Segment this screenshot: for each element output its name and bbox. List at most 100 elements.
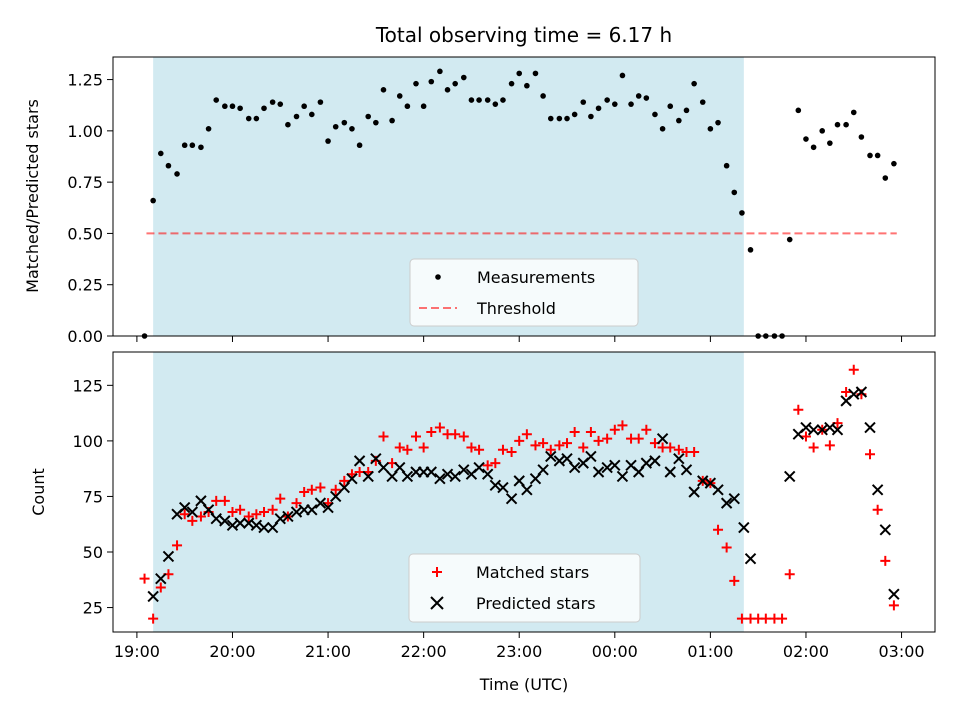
matched-star-point [339, 475, 350, 486]
measurement-point [723, 162, 730, 169]
matched-star-point [211, 495, 222, 506]
predicted-star-point [521, 484, 533, 496]
predicted-star-point [346, 472, 358, 485]
measurement-point [492, 101, 499, 107]
y-tick-label: 0.25 [67, 276, 103, 295]
count-panel-frame [112, 351, 936, 633]
predicted-star-point [728, 492, 740, 505]
measurement-point [269, 99, 276, 105]
y-tick-label: 0.75 [67, 173, 103, 192]
matched-star-point [609, 424, 620, 435]
matched-star-point [578, 442, 589, 453]
predicted-star-point [425, 466, 437, 478]
predicted-star-point [377, 461, 390, 474]
ratio-panel: 0.00 0.25 0.50 0.75 1.00 1.25 Matched/Predict… [23, 56, 936, 346]
matched-star-point [760, 613, 771, 624]
matched-star-point [729, 575, 740, 586]
measurement-point [452, 80, 458, 87]
measurement-point [524, 82, 530, 89]
matched-star-point [521, 429, 532, 440]
measurement-point [198, 144, 204, 151]
predicted-star-point [664, 466, 676, 478]
count-y-axis-label: Count [29, 468, 48, 516]
matched-star-point [633, 433, 644, 444]
measurement-point [556, 115, 563, 122]
measurement-point [165, 162, 172, 169]
predicted-star-point [609, 459, 621, 472]
predicted-star-point [178, 501, 191, 514]
measurement-point [803, 136, 809, 142]
measurement-point [380, 87, 387, 93]
x-axis-label: Time (UTC) [479, 675, 568, 694]
predicted-star-point [673, 452, 685, 465]
matched-star-point [713, 524, 724, 535]
measurement-point [293, 113, 300, 120]
measurement-point [595, 105, 602, 112]
predicted-star-point [879, 524, 892, 536]
predicted-star-point [592, 466, 605, 478]
ratio-legend: Measurements Threshold [409, 258, 639, 327]
matched-star-point [378, 431, 389, 442]
measurement-point [229, 103, 236, 110]
legend-matched-marker [432, 567, 442, 577]
measurement-point [476, 97, 482, 103]
matched-star-point [251, 509, 262, 520]
measurement-point [540, 93, 546, 99]
matched-star-point [434, 422, 445, 433]
matched-star-point [593, 435, 604, 446]
predicted-star-point [306, 504, 318, 516]
matched-star-point [267, 504, 278, 515]
matched-star-point [848, 364, 859, 375]
measurement-point [253, 115, 260, 122]
y-tick-label: 125 [72, 376, 103, 395]
legend-box [409, 258, 639, 327]
measurement-point [317, 99, 324, 105]
measurement-point [205, 126, 212, 132]
matched-star-point [466, 442, 477, 453]
matched-star-point [538, 438, 549, 449]
measurement-point [588, 113, 594, 120]
predicted-star-point [537, 464, 549, 476]
measurement-point [213, 97, 220, 103]
matched-star-point [562, 438, 573, 449]
x-tick-label: 03:00 [878, 642, 924, 661]
predicted-star-point [831, 424, 844, 436]
predicted-star-point [258, 521, 270, 534]
measurement-point [699, 99, 706, 105]
matched-star-point [689, 447, 700, 457]
measurement-point [174, 171, 180, 177]
matched-star-point [148, 613, 159, 624]
matched-star-point [187, 515, 198, 526]
measurement-point [396, 93, 403, 99]
predicted-star-point [210, 512, 222, 525]
predicted-star-point [568, 461, 581, 474]
predicted-star-point [314, 497, 327, 509]
measurement-point [628, 101, 634, 107]
matched-star-point [402, 444, 413, 455]
count-series [139, 364, 900, 624]
x-tick-label: 01:00 [687, 642, 733, 661]
matched-star-point [410, 431, 421, 442]
matched-star-point [665, 442, 676, 453]
matched-star-point [888, 600, 899, 611]
predicted-star-point [784, 470, 796, 483]
measurement-point [404, 103, 411, 110]
predicted-star-point [585, 450, 597, 463]
matched-star-point [641, 424, 652, 435]
measurement-point [715, 119, 721, 126]
measurement-point [564, 115, 570, 122]
measurement-point [795, 107, 802, 114]
matched-star-point [673, 444, 684, 455]
matched-star-point [865, 449, 876, 460]
matched-star-point [585, 427, 596, 437]
x-tick-label: 19:00 [114, 642, 160, 661]
matched-star-point [306, 484, 317, 495]
matched-star-point [450, 429, 461, 440]
measurement-point [189, 142, 196, 149]
measurement-point [373, 119, 379, 126]
legend-entry-label: Matched stars [476, 563, 589, 582]
measurement-point [676, 117, 682, 124]
measurement-point [834, 121, 841, 128]
matched-star-point [872, 504, 883, 515]
measurement-point [420, 103, 427, 110]
